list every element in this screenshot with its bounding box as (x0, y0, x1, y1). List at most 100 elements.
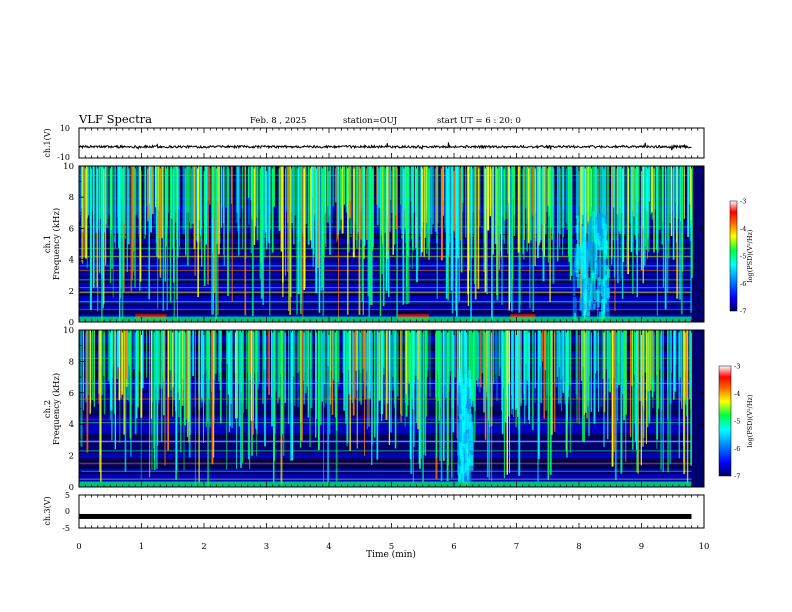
sferic-spike (378, 330, 381, 401)
sferic-spike (244, 166, 247, 259)
spectrogram-patch (384, 166, 387, 233)
sferic-spike (329, 330, 331, 435)
dense-activity-patch (602, 285, 605, 300)
spectrogram-band (79, 257, 692, 260)
sferic-spike (304, 166, 306, 255)
ch3-ytick-bottom: -5 (62, 524, 70, 533)
dense-activity-patch (464, 469, 469, 485)
sferic-spike (226, 330, 228, 470)
sferic-spike (97, 166, 99, 312)
sferic-spike (381, 166, 383, 244)
sferic-spike (488, 330, 491, 480)
sferic-spike (329, 166, 331, 255)
colorbar-tick-label: -6 (740, 280, 746, 288)
sferic-spike (400, 330, 402, 423)
sferic-spike (254, 166, 257, 227)
sferic-spike (177, 330, 179, 393)
sferic-spike (609, 330, 611, 393)
dense-activity-patch (591, 253, 596, 273)
sferic-spike (121, 330, 124, 395)
colorbar-tick-label: -7 (740, 308, 746, 316)
narrowband-line (79, 450, 692, 452)
spectrogram-band (79, 356, 692, 359)
dense-activity-patch (469, 422, 474, 442)
spectrogram-band (79, 277, 692, 281)
sferic-spike (673, 330, 675, 400)
sferic-spike (109, 330, 111, 420)
sferic-spike (547, 166, 549, 206)
sferic-spike (550, 166, 552, 229)
spectrogram-band (79, 306, 692, 309)
sferic-spike (647, 166, 649, 239)
sferic-spike (595, 166, 597, 261)
sferic-spike (483, 166, 485, 273)
spectrogram-patch (79, 166, 82, 215)
sferic-spike (477, 166, 480, 289)
sferic-spike (80, 330, 83, 447)
sferic-spike (580, 166, 582, 311)
sferic-spike (339, 166, 341, 230)
dense-activity-patch (606, 307, 610, 318)
sferic-spike (675, 166, 677, 231)
sferic-spike (161, 166, 164, 239)
spectrogram-band (79, 238, 692, 242)
sferic-spike (252, 330, 254, 421)
sferic-spike (208, 330, 211, 380)
sferic-spike (366, 166, 368, 240)
sferic-spike (88, 330, 90, 415)
spectrogram-band (79, 437, 692, 440)
sferic-spike (170, 166, 173, 219)
dense-activity-patch (460, 455, 463, 474)
sferic-spike (100, 330, 102, 483)
spectrogram-patch (226, 330, 228, 406)
spectrogram-patch (658, 330, 661, 371)
sferic-spike (167, 330, 170, 398)
sferic-spike (250, 166, 253, 201)
sferic-spike (197, 166, 199, 225)
sferic-spike (325, 166, 327, 247)
spectrogram-patch (238, 166, 241, 218)
dense-activity-patch (579, 297, 584, 312)
spectrogram-band (79, 473, 692, 477)
sferic-spike (422, 330, 424, 483)
dense-activity-patch (466, 387, 470, 414)
spectrogram-patch (418, 166, 422, 237)
sferic-spike (487, 166, 490, 231)
sferic-spike (302, 166, 304, 320)
sferic-spike (648, 166, 651, 202)
sferic-spike (153, 330, 155, 449)
sferic-spike (647, 330, 649, 392)
sferic-spike (334, 330, 337, 418)
spectrogram-patch (236, 166, 239, 213)
sferic-spike (230, 166, 233, 204)
sferic-spike (664, 166, 667, 310)
sferic-spike (183, 330, 185, 471)
sferic-spike (635, 330, 636, 422)
sferic-spike (280, 166, 283, 252)
narrowband-line (79, 255, 692, 258)
sferic-spike (560, 330, 562, 412)
y-tick-label: 10 (63, 162, 74, 172)
sferic-spike (332, 330, 334, 380)
sferic-spike (539, 166, 541, 243)
sferic-spike (617, 330, 619, 422)
sferic-spike (531, 166, 534, 216)
sferic-spike (467, 166, 469, 295)
sferic-spike (554, 330, 556, 432)
sferic-spike (212, 166, 214, 219)
sferic-spike (173, 330, 175, 377)
spectrogram-band (79, 296, 692, 299)
sferic-spike (622, 330, 624, 394)
sferic-spike (297, 166, 300, 295)
sferic-spike (123, 166, 125, 224)
sferic-spike (662, 330, 664, 473)
sferic-spike (298, 330, 300, 372)
sferic-spike (194, 330, 196, 486)
sferic-spike (405, 330, 407, 395)
sferic-spike (291, 166, 293, 224)
sferic-spike (327, 330, 329, 485)
sferic-spike (148, 166, 150, 300)
spectrogram-band (79, 361, 692, 365)
dense-activity-patch (607, 269, 611, 279)
spectrogram-band (79, 301, 692, 304)
